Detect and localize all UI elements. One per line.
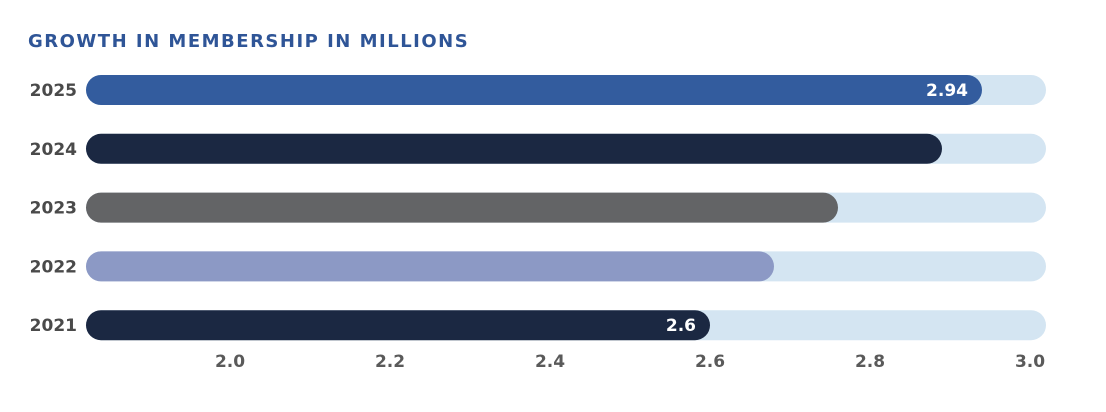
y-tick-label: 2021 bbox=[30, 316, 77, 336]
y-tick-label: 2023 bbox=[30, 199, 77, 219]
bar bbox=[86, 310, 710, 341]
y-tick-label: 2024 bbox=[30, 140, 77, 160]
y-tick-label: 2025 bbox=[30, 81, 77, 101]
bar bbox=[86, 133, 942, 164]
x-tick-label: 2.2 bbox=[375, 352, 405, 372]
bar bbox=[86, 75, 982, 105]
value-label: 2.94 bbox=[926, 81, 968, 101]
x-tick-label: 2.6 bbox=[695, 352, 725, 372]
value-label: 2.6 bbox=[666, 316, 696, 336]
y-tick-label: 2022 bbox=[30, 257, 77, 277]
x-tick-label: 2.4 bbox=[535, 352, 565, 372]
x-tick-label: 2.8 bbox=[855, 352, 885, 372]
bar bbox=[86, 192, 838, 223]
x-tick-label: 2.0 bbox=[215, 352, 245, 372]
x-tick-label: 3.0 bbox=[1015, 352, 1045, 372]
bar bbox=[86, 251, 774, 282]
chart-title: GROWTH IN MEMBERSHIP IN MILLIONS bbox=[28, 31, 469, 52]
